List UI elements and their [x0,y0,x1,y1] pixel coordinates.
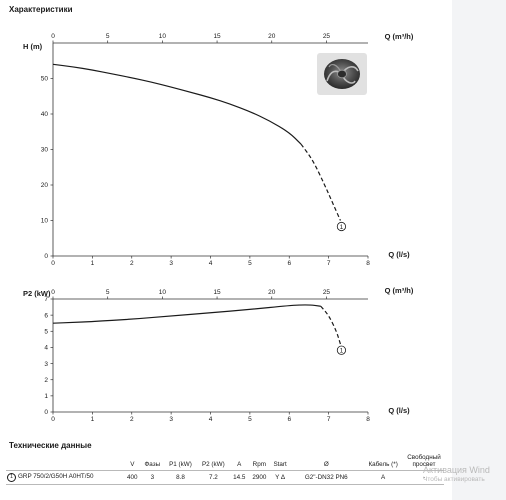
tech-data-table: V Фазы P1 (kW) P2 (kW) A Rpm Start Ø Каб… [6,452,444,485]
p2-cell: 7.2 [196,470,230,485]
phases-cell: 3 [140,470,165,485]
y-tick-label: 2 [44,377,48,384]
x-tick-label: 7 [327,416,331,423]
model-name: GRP 750/2/G50H A0HT/50 [18,473,94,480]
x-tick-label: 1 [91,260,95,267]
x-tick-label: 3 [169,260,173,267]
x2-tick-label: 5 [106,289,110,296]
model-cell: 1 GRP 750/2/G50H A0HT/50 [6,470,124,485]
current-cell: 14.5 [229,470,249,485]
y-tick-label: 40 [41,111,49,118]
y-tick-label: 50 [41,76,49,83]
curve-label-number: 1 [340,348,344,355]
col-header-rpm: Rpm [252,461,266,468]
col-header-p2: P2 (kW) [201,461,225,468]
table-title: Технические данные [9,441,92,450]
impeller-icon [324,59,360,89]
activation-watermark: Активация Wind Чтобы активировать [423,465,490,483]
x-tick-label: 1 [91,416,95,423]
table-row: 1 GRP 750/2/G50H A0HT/50 400 3 8.8 7.2 14… [6,470,444,485]
x-tick-label: 2 [130,260,134,267]
y-axis-title: H (m) [23,42,43,51]
y-tick-label: 1 [44,393,48,400]
diameter-cell: G2"-DN32 PN6 [290,470,363,485]
y-tick-label: 3 [44,361,48,368]
y-tick-label: 10 [41,218,49,225]
series-curve-solid [52,304,322,324]
x2-tick-label: 15 [213,33,221,40]
x-tick-label: 5 [248,260,252,267]
x-tick-label: 4 [209,260,213,267]
table-header-row: V Фазы P1 (kW) P2 (kW) A Rpm Start Ø Каб… [6,452,444,471]
x-axis-title: Q (l/s) [388,406,410,415]
col-header-current: A [237,461,242,468]
rpm-cell: 2900 [248,470,270,485]
p1-cell: 8.8 [164,470,197,485]
x2-tick-label: 5 [106,33,110,40]
series-curve-solid [52,63,302,145]
col-header-diameter: Ø [323,461,329,468]
col-header-start: Start [273,461,287,468]
curve-label-circle [336,221,347,232]
col-header-p1: P1 (kW) [169,461,192,468]
series-curve-dashed [300,143,342,222]
x2-tick-label: 0 [51,289,55,296]
x-tick-label: 2 [130,416,134,423]
x2-tick-label: 25 [323,33,331,40]
x-tick-label: 0 [51,416,55,423]
col-header-free-passage: Свободный просвет [407,454,441,468]
series-curve-dashed [320,305,342,345]
x2-axis-title: Q (m³/h) [385,286,414,295]
col-header-model [6,452,124,471]
x2-axis-title: Q (m³/h) [385,32,414,41]
cable-cell: A [362,470,404,485]
y-tick-label: 7 [44,296,48,303]
y-tick-label: 30 [41,147,49,154]
watermark-sub-text: Чтобы активировать [423,476,485,483]
pump-impeller-image [317,53,367,95]
x2-tick-label: 10 [159,289,167,296]
right-margin-strip [452,0,506,500]
y-tick-label: 4 [44,345,48,352]
x2-tick-label: 0 [51,33,55,40]
x-tick-label: 7 [327,260,331,267]
free-passage-cell: - [404,470,444,485]
x-tick-label: 8 [366,260,370,267]
x-tick-label: 6 [287,416,291,423]
start-cell: Y Δ [269,470,291,485]
curve-number-badge: 1 [7,473,16,482]
curve-label-circle [336,345,347,355]
voltage-cell: 400 [124,470,141,485]
x2-tick-label: 20 [268,33,276,40]
curve-label-number: 1 [340,224,344,231]
section-title: Характеристики [9,5,73,14]
y-axis-title: P2 (kW) [23,289,51,298]
col-header-phases: Фазы [144,461,161,468]
x-tick-label: 4 [209,416,213,423]
x2-tick-label: 20 [268,289,276,296]
x2-tick-label: 25 [323,289,331,296]
x-axis-title: Q (l/s) [388,250,410,259]
y-tick-label: 0 [44,409,48,416]
x-tick-label: 8 [366,416,370,423]
y-tick-label: 6 [44,312,48,319]
y-tick-label: 5 [44,328,48,335]
col-header-cable: Кабель (*) [368,461,398,468]
y-tick-label: 0 [44,253,48,260]
x-tick-label: 5 [248,416,252,423]
x2-tick-label: 15 [213,289,221,296]
x-tick-label: 3 [169,416,173,423]
x2-tick-label: 10 [159,33,167,40]
watermark-main-text: Активация Wind [423,465,490,475]
y-tick-label: 20 [41,182,49,189]
x-tick-label: 0 [51,260,55,267]
x-tick-label: 6 [287,260,291,267]
col-header-voltage: V [130,461,135,468]
